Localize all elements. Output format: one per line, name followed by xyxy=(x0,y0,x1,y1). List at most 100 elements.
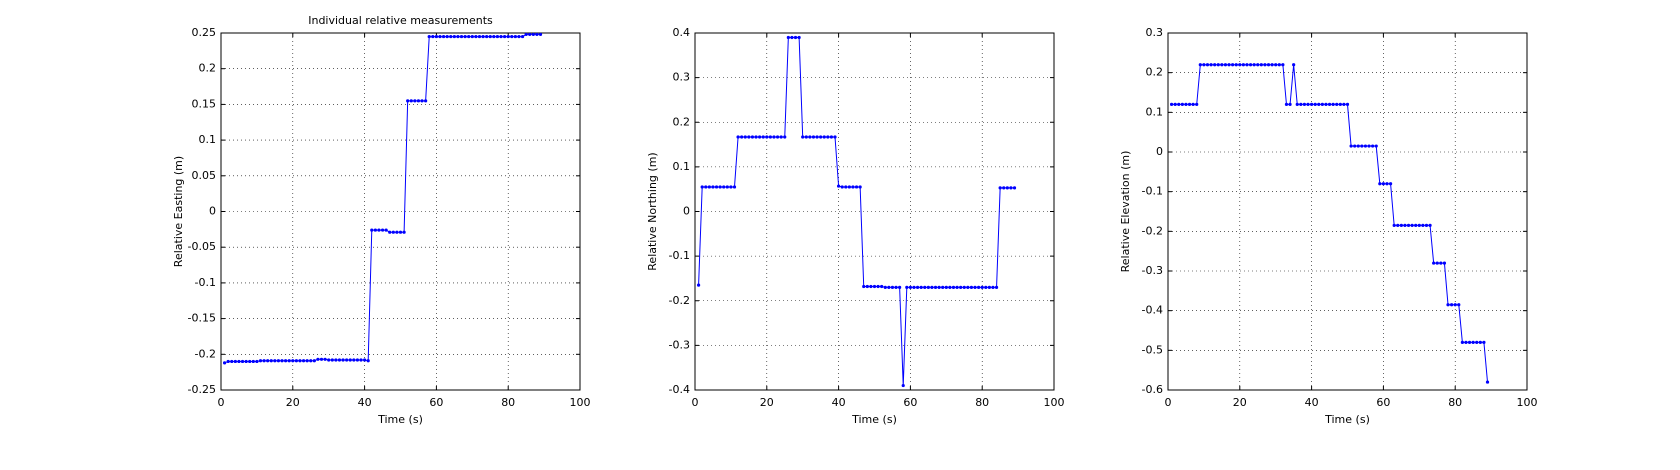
data-point xyxy=(811,135,816,139)
data-point xyxy=(880,284,884,289)
data-point xyxy=(1403,223,1407,227)
data-point xyxy=(1238,63,1242,67)
x-tick-label: 20 xyxy=(1233,396,1247,409)
data-point xyxy=(495,34,500,39)
data-point xyxy=(1310,102,1314,106)
data-point xyxy=(248,359,252,364)
data-point xyxy=(1295,102,1299,106)
x-tick-label: 80 xyxy=(1448,396,1462,409)
data-point xyxy=(1252,63,1256,67)
data-point xyxy=(908,285,913,289)
x-tick-label: 40 xyxy=(358,396,372,409)
data-point xyxy=(226,359,230,364)
data-point xyxy=(1274,63,1278,67)
data-point xyxy=(872,284,877,289)
x-tick-label: 80 xyxy=(975,396,989,409)
data-point xyxy=(998,186,1002,190)
data-point xyxy=(1248,63,1253,67)
x-tick-label: 60 xyxy=(1376,396,1390,409)
data-point xyxy=(793,35,798,40)
data-point xyxy=(1209,63,1213,67)
data-point xyxy=(858,185,862,189)
data-point xyxy=(503,34,507,39)
y-tick-label: 0.15 xyxy=(192,97,217,110)
data-point xyxy=(1306,102,1310,106)
data-point xyxy=(420,99,424,103)
data-point xyxy=(1005,186,1009,190)
data-point xyxy=(905,285,909,289)
data-point xyxy=(528,32,532,37)
data-point xyxy=(1288,102,1292,106)
data-point xyxy=(1367,144,1371,148)
data-point xyxy=(273,359,277,363)
y-tick-label: 0.2 xyxy=(1146,66,1164,79)
data-point xyxy=(370,228,374,232)
data-point xyxy=(467,34,471,39)
data-point xyxy=(973,285,977,289)
data-point xyxy=(1277,63,1281,67)
data-point xyxy=(513,34,517,39)
data-point xyxy=(797,35,801,40)
data-point xyxy=(926,285,930,289)
data-line xyxy=(224,33,541,364)
data-point xyxy=(754,135,758,139)
data-point xyxy=(1388,182,1393,186)
data-point xyxy=(319,357,324,361)
data-point xyxy=(1467,340,1472,344)
data-point xyxy=(1169,102,1174,106)
data-point xyxy=(862,284,866,289)
data-point xyxy=(1338,102,1342,106)
data-point xyxy=(427,34,431,39)
data-point xyxy=(1485,380,1490,384)
x-tick-label: 0 xyxy=(218,396,225,409)
y-tick-label: -0.2 xyxy=(669,294,690,307)
data-point xyxy=(714,185,719,189)
data-point xyxy=(743,135,747,139)
y-tick-label: -0.1 xyxy=(669,249,690,262)
data-point xyxy=(1216,63,1220,67)
data-point xyxy=(707,185,711,189)
data-point xyxy=(441,34,446,39)
data-point xyxy=(991,285,995,289)
data-point xyxy=(1345,102,1350,106)
data-point xyxy=(359,358,363,362)
data-point xyxy=(987,285,991,289)
data-point xyxy=(696,283,701,287)
data-point xyxy=(747,135,751,139)
y-axis-label: Relative Northing (m) xyxy=(646,152,659,270)
data-point xyxy=(1205,63,1210,67)
data-point xyxy=(718,185,722,189)
x-tick-label: 20 xyxy=(286,396,300,409)
data-point xyxy=(517,34,521,39)
data-point xyxy=(492,34,496,39)
data-point xyxy=(1482,340,1486,344)
data-point xyxy=(1173,102,1177,106)
data-point xyxy=(434,34,438,39)
y-tick-label: 0.4 xyxy=(673,26,691,39)
x-tick-label: 0 xyxy=(1165,396,1172,409)
data-point xyxy=(1356,144,1360,148)
data-point xyxy=(1378,182,1382,186)
data-point xyxy=(700,185,704,189)
data-point xyxy=(445,34,449,39)
x-axis-label: Time (s) xyxy=(1324,413,1370,426)
data-point xyxy=(377,228,381,232)
data-point xyxy=(463,34,467,39)
data-point xyxy=(790,35,794,40)
y-tick-label: 0.3 xyxy=(1146,26,1164,39)
data-point xyxy=(725,185,729,189)
data-point xyxy=(750,135,755,139)
data-point xyxy=(815,135,819,139)
data-point xyxy=(1414,223,1418,227)
x-tick-label: 60 xyxy=(903,396,917,409)
axes-frame xyxy=(1167,32,1528,391)
data-point xyxy=(258,359,263,363)
data-point xyxy=(287,359,291,363)
y-tick-label: 0.05 xyxy=(192,169,217,182)
data-point xyxy=(851,185,855,189)
data-point xyxy=(1446,303,1450,307)
data-point xyxy=(309,359,313,363)
data-point xyxy=(1428,223,1432,227)
data-point xyxy=(786,35,790,40)
